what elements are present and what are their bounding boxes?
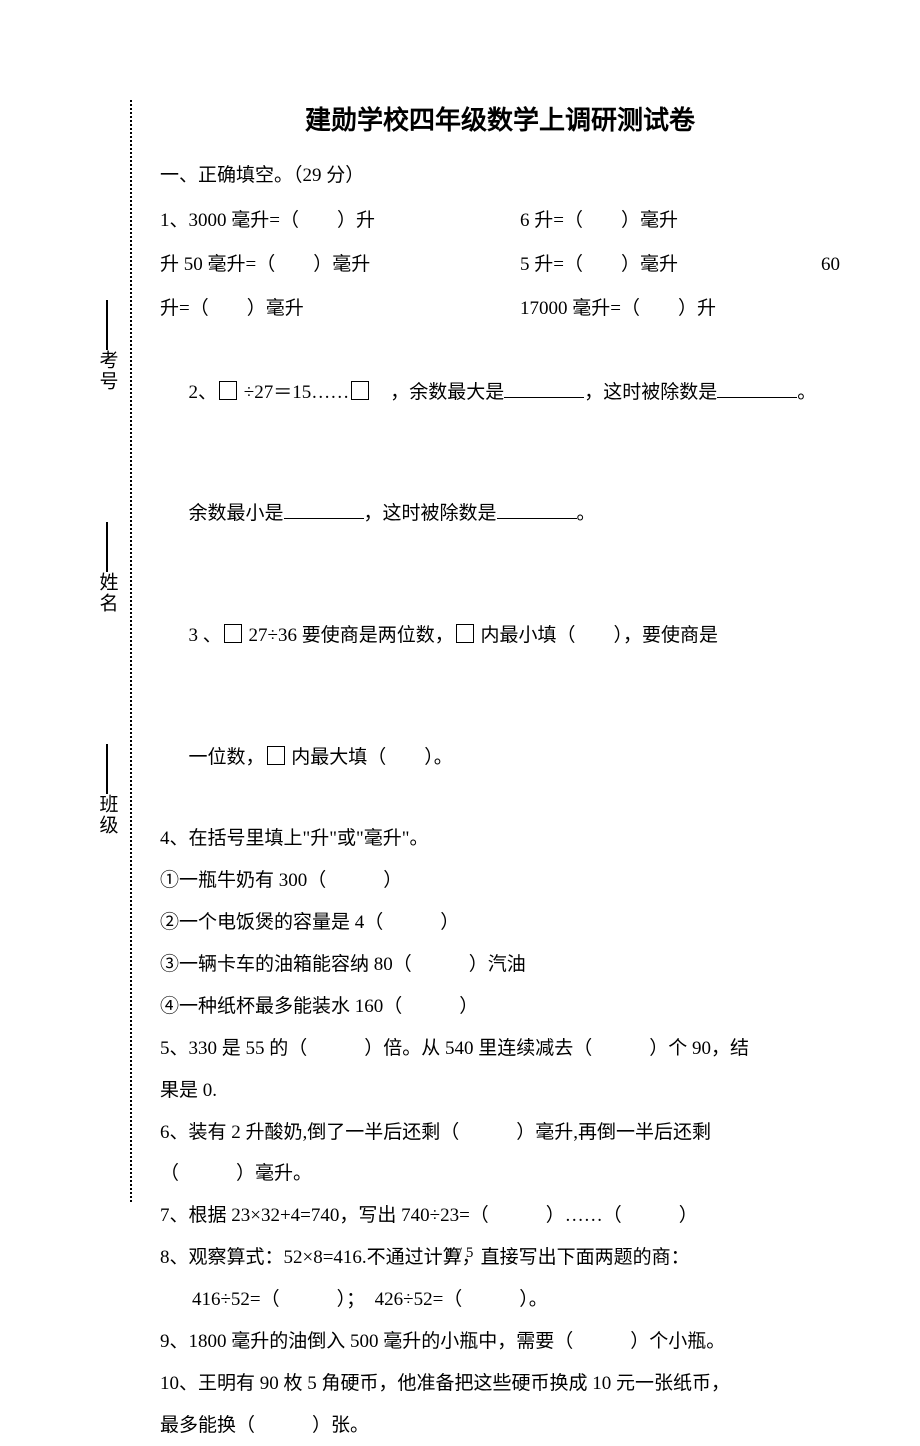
q2-a: 2、 <box>189 382 218 403</box>
q3-line-2: 一位数， 内最大填（ ）。 <box>160 698 840 818</box>
q5-b: 果是 0. <box>160 1071 840 1111</box>
side-label-column: 考号 姓名 班级 <box>80 300 134 966</box>
q9: 9、1800 毫升的油倒入 500 毫升的小瓶中，需要（ ）个小瓶。 <box>160 1322 840 1362</box>
class-label: 班级 <box>94 794 121 836</box>
q6-b: （ ）毫升。 <box>160 1154 840 1194</box>
q10-a: 10、王明有 90 枚 5 角硬币，他准备把这些硬币换成 10 元一张纸币， <box>160 1364 840 1404</box>
q1-row-1: 1、3000 毫升=（ ）升 6 升=（ ）毫升 <box>160 199 840 243</box>
q1-a: 1、3000 毫升=（ ）升 <box>160 201 520 241</box>
q7: 7、根据 23×32+4=740，写出 740÷23=（ ）……（ ） <box>160 1196 840 1236</box>
q3-c: 内最小填（ ），要使商是 <box>476 625 718 646</box>
blank-underline <box>504 379 584 398</box>
q2-h: 。 <box>577 503 596 524</box>
blank-underline <box>497 500 577 519</box>
q2-line-1: 2、 ÷27＝15…… ，余数最大是 ，这时被除数是 。 <box>160 333 840 453</box>
q10-b: 最多能换（ ）张。 <box>160 1406 840 1446</box>
q2-g: ，这时被除数是 <box>364 503 497 524</box>
section-1-heading: 一、正确填空。（29 分） <box>160 157 840 195</box>
q4-1: ①一瓶牛奶有 300（ ） <box>160 861 840 901</box>
page-number: 1 / 5 <box>0 1245 920 1262</box>
q1-e: 60 <box>780 245 840 285</box>
q4: 4、在括号里填上"升"或"毫升"。 <box>160 819 840 859</box>
blank-underline <box>284 500 364 519</box>
q3-d: 一位数， <box>189 747 265 768</box>
name-line <box>106 522 108 572</box>
q3-a: 3 、 <box>189 625 222 646</box>
q3-line-1: 3 、 27÷36 要使商是两位数， 内最小填（ ），要使商是 <box>160 576 840 696</box>
box-icon <box>219 381 237 400</box>
q5-a: 5、330 是 55 的（ ）倍。从 540 里连续减去（ ）个 90，结 <box>160 1029 840 1069</box>
q1-b: 6 升=（ ）毫升 <box>520 201 840 241</box>
q1-d: 5 升=（ ）毫升 <box>520 245 780 285</box>
name-label: 姓名 <box>94 572 121 614</box>
class-line <box>106 744 108 794</box>
q2-e: 。 <box>797 382 816 403</box>
exam-no-group: 考号 <box>80 300 134 392</box>
q1-f: 升=（ ）毫升 <box>160 289 520 329</box>
q4-3: ③一辆卡车的油箱能容纳 80（ ）汽油 <box>160 945 840 985</box>
exam-title: 建勋学校四年级数学上调研测试卷 <box>160 100 840 137</box>
box-icon <box>351 381 369 400</box>
q2-b: ÷27＝15…… <box>239 382 349 403</box>
box-icon <box>224 624 242 643</box>
blank-underline <box>717 379 797 398</box>
q1-row-3: 升=（ ）毫升 17000 毫升=（ ）升 <box>160 287 840 331</box>
q4-2: ②一个电饭煲的容量是 4（ ） <box>160 903 840 943</box>
q6-a: 6、装有 2 升酸奶,倒了一半后还剩（ ）毫升,再倒一半后还剩 <box>160 1113 840 1153</box>
class-group: 班级 <box>80 744 134 836</box>
q3-b: 27÷36 要使商是两位数， <box>244 625 454 646</box>
q2-d: ，这时被除数是 <box>584 382 717 403</box>
q3-e: 内最大填（ ）。 <box>287 747 453 768</box>
name-group: 姓名 <box>80 522 134 614</box>
q1-c: 升 50 毫升=（ ）毫升 <box>160 245 520 285</box>
q8-b: 416÷52=（ ）； 426÷52=（ ）。 <box>160 1280 840 1320</box>
q2-c: ，余数最大是 <box>371 382 504 403</box>
exam-no-label: 考号 <box>94 350 121 392</box>
q1-g: 17000 毫升=（ ）升 <box>520 289 840 329</box>
exam-no-line <box>106 300 108 350</box>
q2-line-2: 余数最小是 ，这时被除数是 。 <box>160 454 840 574</box>
box-icon <box>267 746 285 765</box>
q2-f: 余数最小是 <box>189 503 284 524</box>
q1-row-2: 升 50 毫升=（ ）毫升 5 升=（ ）毫升 60 <box>160 243 840 287</box>
q4-4: ④一种纸杯最多能装水 160（ ） <box>160 987 840 1027</box>
exam-page: 考号 姓名 班级 建勋学校四年级数学上调研测试卷 一、正确填空。（29 分） 1… <box>0 0 920 1302</box>
box-icon <box>456 624 474 643</box>
